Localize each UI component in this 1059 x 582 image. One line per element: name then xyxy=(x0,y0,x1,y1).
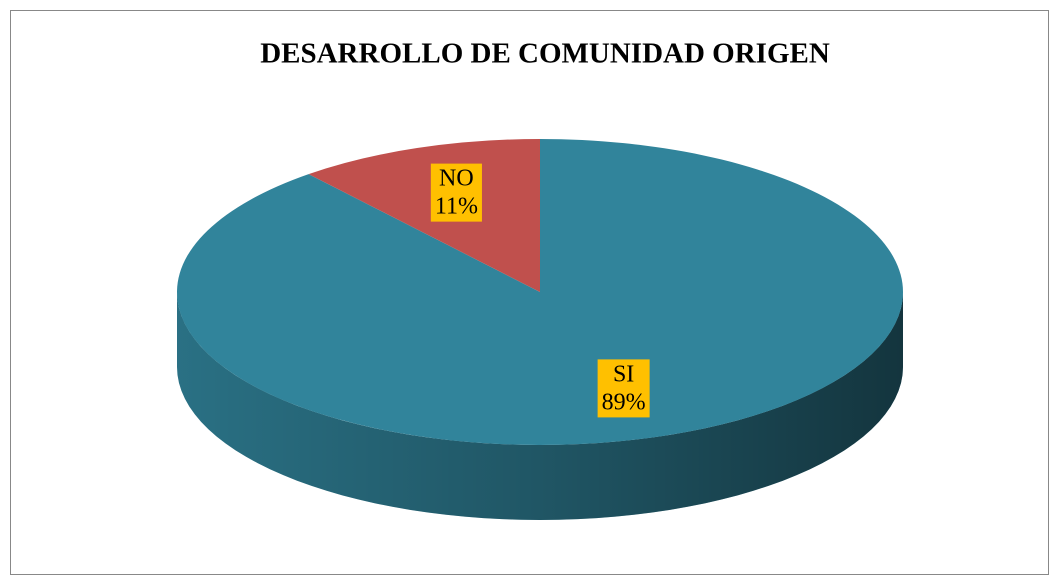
chart-title: DESARROLLO DE COMUNIDAD ORIGEN xyxy=(260,38,830,70)
data-label-category: SI xyxy=(613,361,634,387)
slice xyxy=(308,139,540,292)
data-label-value: 89% xyxy=(602,389,646,415)
slice xyxy=(177,139,904,445)
data-label-background xyxy=(597,359,650,418)
data-label-value: 11% xyxy=(435,194,478,220)
data-label-background xyxy=(430,163,482,222)
slice-side-shade xyxy=(177,292,903,520)
data-label-category: NO xyxy=(439,166,474,192)
